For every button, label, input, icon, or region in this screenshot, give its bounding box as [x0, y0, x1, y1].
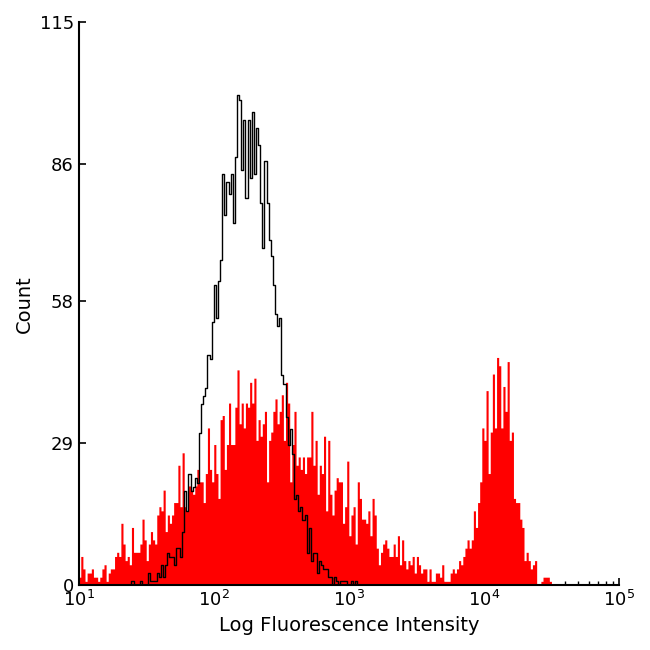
X-axis label: Log Fluorescence Intensity: Log Fluorescence Intensity [218, 616, 479, 635]
Y-axis label: Count: Count [15, 275, 34, 333]
